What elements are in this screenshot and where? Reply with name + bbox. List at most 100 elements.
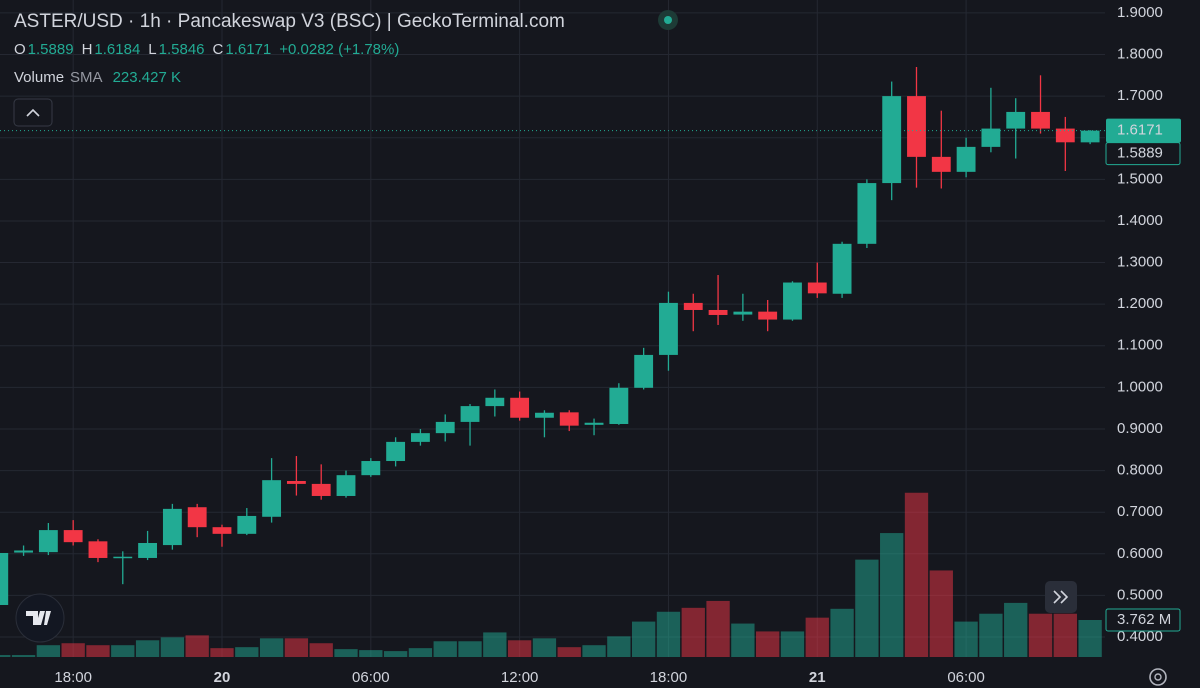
arrow-icon [1053,590,1069,604]
candle-body [708,309,728,315]
y-tick-label: 1.5000 [1117,170,1163,187]
x-tick-label: 06:00 [947,669,985,686]
volume-bar [359,650,383,657]
volume-sma-value: 223.427 K [113,69,181,86]
volume-bar [880,533,904,657]
candle-body [659,302,678,355]
settings-button[interactable] [1149,668,1167,686]
volume-label-box [1105,608,1181,632]
candle-body [138,542,158,558]
candle-body [286,480,306,484]
candle-body [956,146,976,172]
candle-body [38,530,58,553]
volume-bar [185,635,209,657]
y-tick-label: 1.9000 [1117,4,1163,21]
button-frame [13,98,53,127]
ohlc-value: 1.5889 [28,41,74,58]
candle-body [510,397,530,418]
volume-bar [408,648,433,657]
logo[interactable] [15,593,65,643]
volume-bar [1078,619,1102,657]
volume-legend: Volume SMA 223.427 K [14,69,181,86]
ohlc-key: H [82,41,93,58]
y-tick-label: 1.1000 [1117,337,1163,354]
candle-body [559,412,579,426]
volume-bar [731,623,755,657]
scroll-button[interactable] [1045,581,1077,613]
candle-layer [0,66,1100,605]
volume-bar [483,632,507,657]
candle-body [262,480,282,517]
y-tick-label: 1.4000 [1117,212,1163,229]
volume-bar [309,643,333,657]
x-tick-label: 06:00 [352,669,390,686]
candle-body [907,96,926,157]
candle-body [1031,111,1050,129]
live-dot [664,16,672,24]
volume-bar [36,645,61,657]
volume-label: 3.762 M [1117,611,1171,628]
volume-bar [284,638,309,657]
gear-center [1154,673,1162,681]
y-tick-label: 0.4000 [1117,628,1163,645]
gear-icon [1149,668,1167,686]
volume-bar [706,600,730,657]
y-tick-label: 0.6000 [1117,545,1163,562]
volume-bar [631,621,656,657]
volume-bar [111,645,135,657]
chart-title: ASTER/USD · 1h · Pancakeswap V3 (BSC) | … [14,11,565,32]
volume-bar [1053,613,1077,657]
candle-body [857,183,877,244]
volume-bar [210,648,234,657]
candle-body [634,354,654,388]
volume-bar [979,613,1003,657]
volume-bar [1028,613,1053,657]
y-tick-label: 1.2000 [1117,295,1163,312]
candle-body [584,422,604,425]
candle-body [1080,130,1100,143]
volume-key: Volume [14,69,64,86]
x-tick-label: 18:00 [650,669,688,686]
candle-body [361,461,381,476]
candle-body [460,406,480,422]
volume-bar [334,649,358,657]
volume-bar [135,640,160,657]
candle-body [609,387,629,424]
candle-body [733,311,753,315]
collapse-button[interactable] [13,98,53,127]
volume-bar [855,559,879,657]
ohlc-value: 1.6171 [225,41,271,58]
candle-body [187,507,207,528]
ohlc-value: 1.5846 [159,41,205,58]
volume-bar [681,607,705,657]
volume-bar [532,638,557,657]
price-label: 1.5889 [1117,145,1163,162]
volume-bar [904,492,929,657]
candle-body [311,483,331,496]
y-tick-label: 0.9000 [1117,420,1163,437]
y-tick-label: 1.0000 [1117,378,1163,395]
candle-body [758,311,778,320]
volume-bar [1004,602,1028,657]
header: ASTER/USD · 1h · Pancakeswap V3 (BSC) | … [14,10,678,86]
logo-mark [26,611,51,625]
candle-body [336,475,356,496]
x-tick-label: 20 [214,669,231,686]
ohlc-key: L [148,41,156,58]
candle-body [683,302,703,310]
volume-bar [86,645,110,657]
chevron-icon [26,108,40,117]
volume-bar [830,608,854,657]
y-tick-label: 1.3000 [1117,254,1163,271]
candle-body [212,527,232,534]
volume-bar [954,621,978,657]
volume-bar [756,631,780,657]
y-tick-label: 1.8000 [1117,45,1163,62]
candle-body [237,515,257,534]
volume-bar [0,655,11,657]
candle-body [931,156,951,172]
y-tick-label: 1.7000 [1117,87,1163,104]
y-tick-label: 0.7000 [1117,503,1163,520]
x-tick-label: 18:00 [54,669,92,686]
candle-body [410,433,430,442]
